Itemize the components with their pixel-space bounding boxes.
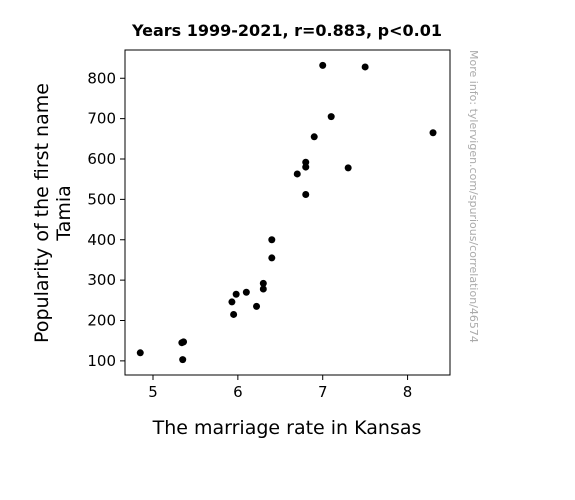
data-point bbox=[310, 133, 318, 141]
data-point bbox=[232, 290, 240, 298]
y-axis-label-line-2: Tamia bbox=[53, 185, 75, 242]
data-point bbox=[429, 129, 437, 137]
y-tick-label: 400 bbox=[87, 231, 116, 249]
y-tick-label: 600 bbox=[87, 150, 116, 168]
watermark: More info: tylervigen.com/spurious/corre… bbox=[467, 50, 480, 343]
y-axis-label: Popularity of the first name Tamia bbox=[31, 83, 75, 343]
data-point bbox=[302, 191, 310, 199]
y-axis: 100 200 300 400 500 600 700 800 bbox=[87, 69, 125, 370]
data-point bbox=[302, 158, 310, 166]
data-point bbox=[319, 61, 327, 69]
y-tick-label: 300 bbox=[87, 271, 116, 289]
data-point bbox=[268, 254, 276, 262]
data-point bbox=[179, 356, 187, 364]
chart-title: Years 1999-2021, r=0.883, p<0.01 bbox=[131, 21, 442, 40]
data-point bbox=[230, 310, 238, 318]
data-point bbox=[293, 170, 301, 178]
y-tick-label: 800 bbox=[87, 69, 116, 87]
data-point bbox=[327, 113, 335, 121]
data-point bbox=[259, 279, 267, 287]
x-tick-label: 5 bbox=[148, 383, 158, 401]
x-axis-label: The marriage rate in Kansas bbox=[152, 417, 422, 439]
data-point bbox=[361, 63, 369, 71]
data-point bbox=[136, 349, 144, 357]
y-axis-label-line-1: Popularity of the first name bbox=[31, 83, 53, 343]
x-axis: 5 6 7 8 bbox=[148, 375, 412, 401]
data-point bbox=[253, 302, 261, 310]
y-tick-label: 500 bbox=[87, 190, 116, 208]
plot-frame bbox=[124, 49, 451, 376]
data-point bbox=[180, 338, 188, 346]
x-tick-label: 7 bbox=[318, 383, 328, 401]
y-tick-label: 700 bbox=[87, 110, 116, 128]
x-tick-label: 8 bbox=[403, 383, 413, 401]
data-point bbox=[268, 236, 276, 244]
data-point bbox=[259, 285, 267, 293]
y-tick-label: 200 bbox=[87, 311, 116, 329]
data-point bbox=[242, 288, 250, 296]
data-points bbox=[136, 61, 437, 364]
data-point bbox=[344, 164, 352, 172]
y-tick-label: 100 bbox=[87, 352, 116, 370]
x-tick-label: 6 bbox=[233, 383, 243, 401]
data-point bbox=[228, 298, 236, 306]
data-point bbox=[302, 163, 310, 171]
